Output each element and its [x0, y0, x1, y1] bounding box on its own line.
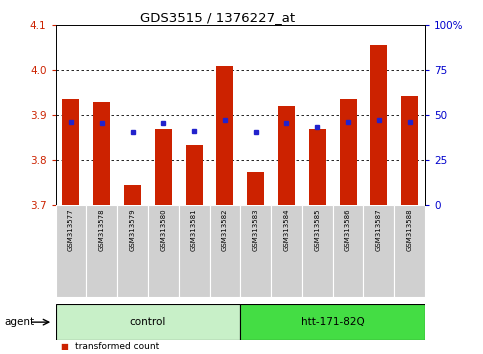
Text: GSM313582: GSM313582: [222, 208, 228, 251]
Bar: [340, 99, 356, 205]
Bar: [62, 99, 79, 205]
Text: GSM313581: GSM313581: [191, 208, 197, 251]
Bar: [179, 205, 210, 297]
Bar: [148, 205, 179, 297]
Text: GSM313583: GSM313583: [253, 208, 259, 251]
Bar: [86, 205, 117, 297]
Bar: [394, 205, 425, 297]
Text: GDS3515 / 1376227_at: GDS3515 / 1376227_at: [140, 11, 295, 24]
Bar: [364, 205, 394, 297]
Bar: [216, 66, 233, 205]
Text: GSM313588: GSM313588: [407, 208, 412, 251]
Text: GSM313577: GSM313577: [68, 208, 74, 251]
Bar: [309, 129, 326, 205]
Bar: [56, 304, 241, 340]
Text: GSM313587: GSM313587: [376, 208, 382, 251]
Text: control: control: [130, 317, 166, 327]
Text: GSM313586: GSM313586: [345, 208, 351, 251]
Bar: [185, 145, 202, 205]
Bar: [56, 205, 86, 297]
Text: GSM313578: GSM313578: [99, 208, 105, 251]
Bar: [93, 102, 110, 205]
Bar: [401, 96, 418, 205]
Bar: [271, 205, 302, 297]
Bar: [124, 185, 141, 205]
Text: GSM313579: GSM313579: [129, 208, 136, 251]
Bar: [278, 106, 295, 205]
Bar: [210, 205, 240, 297]
Bar: [240, 205, 271, 297]
Bar: [155, 129, 172, 205]
Text: agent: agent: [5, 317, 35, 327]
Text: GSM313580: GSM313580: [160, 208, 166, 251]
Bar: [247, 172, 264, 205]
Text: htt-171-82Q: htt-171-82Q: [301, 317, 365, 327]
Bar: [370, 45, 387, 205]
Text: transformed count: transformed count: [75, 342, 159, 350]
Text: GSM313585: GSM313585: [314, 208, 320, 251]
Bar: [302, 205, 333, 297]
Text: GSM313584: GSM313584: [284, 208, 289, 251]
Bar: [240, 304, 425, 340]
Bar: [117, 205, 148, 297]
Bar: [333, 205, 364, 297]
Text: ■: ■: [60, 342, 68, 350]
